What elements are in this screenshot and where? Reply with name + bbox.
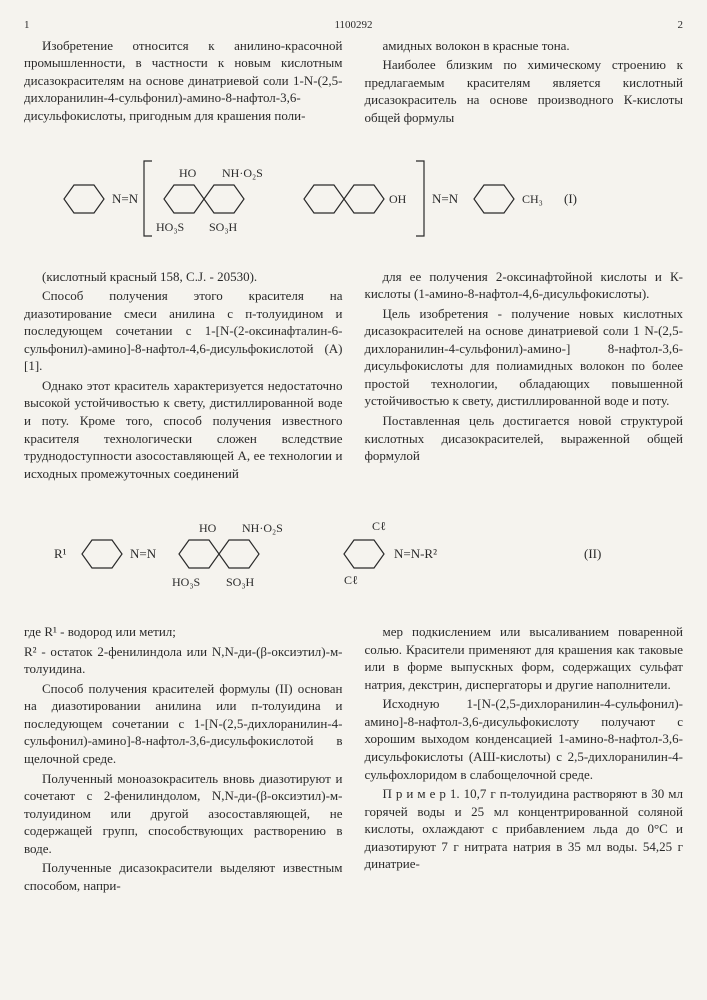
svg-text:Cℓ: Cℓ: [372, 519, 386, 533]
page-right: 2: [678, 18, 684, 33]
page-content: 1 1100292 2 Изобретение относится к анил…: [24, 18, 683, 896]
svg-text:CH₃: CH₃: [522, 192, 543, 206]
formula-1: N=N HO NH·O₂S HO₃S SO₃H OH N=N CH₃: [24, 139, 683, 258]
svg-text:Cℓ: Cℓ: [344, 573, 358, 587]
para: Способ получения этого красителя на диаз…: [24, 287, 343, 375]
para: Изобретение относится к анилино-красочно…: [24, 37, 343, 125]
svg-text:N=N: N=N: [432, 191, 459, 206]
para: Полученный моноазокраситель вновь диазот…: [24, 770, 343, 858]
svg-text:N=N: N=N: [112, 191, 139, 206]
para: П р и м е р 1. 10,7 г п-толуидина раство…: [365, 785, 684, 873]
para: Исходную 1-[N-(2,5-дихлоранилин-4-сульфо…: [365, 695, 684, 783]
svg-text:R¹: R¹: [54, 546, 67, 561]
page-left: 1: [24, 18, 30, 33]
para: Наиболее близким по химическому строению…: [365, 56, 684, 126]
para: (кислотный красный 158, C.J. - 20530).: [24, 268, 343, 286]
svg-text:HO: HO: [179, 166, 197, 180]
svg-text:(I): (I): [564, 191, 577, 206]
header-row: 1 1100292 2: [24, 18, 683, 33]
svg-text:HO₃S: HO₃S: [172, 575, 200, 589]
col-right-bot: мер подкислением или высаливанием поваре…: [365, 623, 684, 896]
svg-text:HO₃S: HO₃S: [156, 220, 184, 234]
col-right-mid: для ее получения 2-оксинафтойной кислоты…: [365, 268, 684, 485]
svg-text:HO: HO: [199, 521, 217, 535]
formula-2-svg: R¹ N=N HO NH·O₂S HO₃S SO₃H Cℓ Cℓ N=N-R² …: [44, 506, 664, 601]
doc-number: 1100292: [334, 18, 372, 33]
para: Поставленная цель достигается новой стру…: [365, 412, 684, 465]
svg-text:(II): (II): [584, 546, 601, 561]
formula-1-svg: N=N HO NH·O₂S HO₃S SO₃H OH N=N CH₃: [44, 151, 664, 246]
svg-text:SO₃H: SO₃H: [226, 575, 255, 589]
top-columns: Изобретение относится к анилино-красочно…: [24, 37, 683, 129]
svg-text:N=N-R²: N=N-R²: [394, 546, 437, 561]
para: для ее получения 2-оксинафтойной кислоты…: [365, 268, 684, 303]
where-line: R² - остаток 2-фенилиндола или N,N-ди-(β…: [24, 643, 343, 678]
svg-text:SO₃H: SO₃H: [209, 220, 238, 234]
formula-2: R¹ N=N HO NH·O₂S HO₃S SO₃H Cℓ Cℓ N=N-R² …: [24, 494, 683, 613]
para: Однако этот краситель характеризуется не…: [24, 377, 343, 482]
svg-text:NH·O₂S: NH·O₂S: [242, 521, 283, 535]
col-right-top: амидных волокон в красные тона. Наиболее…: [365, 37, 684, 129]
svg-text:NH·O₂S: NH·O₂S: [222, 166, 263, 180]
para: Цель изобретения - получение новых кисло…: [365, 305, 684, 410]
col-left-bot: где R¹ - водород или метил; R² - остаток…: [24, 623, 343, 896]
where-line: где R¹ - водород или метил;: [24, 623, 343, 641]
col-left-top: Изобретение относится к анилино-красочно…: [24, 37, 343, 129]
mid-columns: (кислотный красный 158, C.J. - 20530). С…: [24, 268, 683, 485]
svg-text:OH: OH: [389, 192, 407, 206]
col-left-mid: (кислотный красный 158, C.J. - 20530). С…: [24, 268, 343, 485]
para: Полученные дисазокрасители выделяют изве…: [24, 859, 343, 894]
para: амидных волокон в красные тона.: [365, 37, 684, 55]
para: мер подкислением или высаливанием поваре…: [365, 623, 684, 693]
svg-text:N=N: N=N: [130, 546, 157, 561]
para: Способ получения красителей формулы (II)…: [24, 680, 343, 768]
bottom-columns: где R¹ - водород или метил; R² - остаток…: [24, 623, 683, 896]
